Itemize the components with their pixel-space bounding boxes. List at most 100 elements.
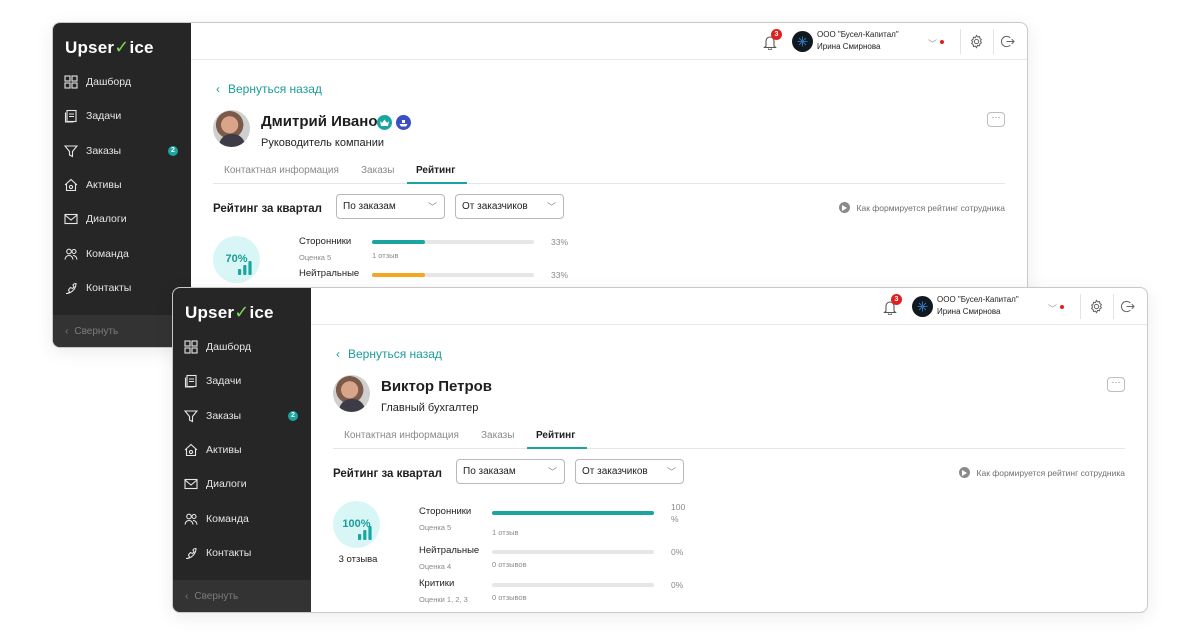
collapse-sidebar-button[interactable]: ‹ Свернуть [53, 315, 191, 347]
sidebar-item-label: Дашборд [206, 341, 251, 354]
orders-icon [184, 409, 198, 423]
category-reviews: 0 отзывов [492, 593, 527, 602]
org-avatar[interactable] [792, 31, 813, 52]
tab-contact-info[interactable]: Контактная информация [224, 165, 339, 176]
sidebar-item-label: Заказы [86, 144, 122, 157]
sidebar-item-tasks[interactable]: Задачи [173, 364, 311, 398]
topbar: 3 ООО "Бусел-Капитал" Ирина Смирнова ﹀ [311, 288, 1147, 325]
sidebar-item-label: Контакты [206, 546, 252, 559]
bars-icon [238, 261, 252, 275]
how-rating-label: Как формируется рейтинг сотрудника [856, 202, 1005, 213]
mail-icon [64, 212, 78, 226]
avatar [333, 375, 370, 412]
category-sub: Оценки 1, 2, 3 [419, 595, 468, 604]
back-link[interactable]: ‹ Вернуться назад [216, 82, 322, 96]
back-link[interactable]: ‹ Вернуться назад [336, 347, 442, 361]
select-value: По заказам [463, 466, 516, 477]
sidebar-item-contacts[interactable]: Контакты [53, 271, 191, 305]
rating-score: 100% [342, 518, 371, 530]
team-icon [184, 512, 198, 526]
category-bar [492, 583, 654, 587]
team-icon [64, 247, 78, 261]
more-options-button[interactable]: ··· [1107, 377, 1125, 392]
org-avatar[interactable] [912, 296, 933, 317]
status-dot [940, 40, 944, 44]
company-name: ООО "Бусел-Капитал" [937, 295, 1019, 304]
tasks-icon [64, 109, 78, 123]
how-rating-works-link[interactable]: Как формируется рейтинг сотрудника [838, 202, 1005, 213]
category-pct: 0% [671, 580, 684, 590]
user-name: Ирина Смирнова [817, 42, 881, 51]
person-name: Виктор Петров [381, 378, 493, 395]
rating-gauge: 70% [213, 236, 260, 283]
app-logo[interactable]: Upser✓ice [65, 37, 154, 57]
logout-icon[interactable] [1000, 34, 1015, 49]
sidebar-item-dashboard[interactable]: Дашборд [173, 330, 311, 364]
chevron-down-icon[interactable]: ﹀ [927, 39, 937, 49]
user-name: Ирина Смирнова [937, 307, 1001, 316]
gear-icon[interactable] [1089, 299, 1104, 314]
divider [1113, 294, 1114, 319]
tab-orders[interactable]: Заказы [481, 430, 515, 441]
avatar [213, 110, 250, 147]
sidebar: Upser✓ice Дашборд Задачи Заказы 2 Активы [53, 23, 191, 347]
collapse-sidebar-button[interactable]: ‹ Свернуть [173, 580, 311, 612]
rating-source-select[interactable]: От заказчиков ﹀ [455, 194, 564, 219]
play-icon [838, 202, 850, 213]
category-label: Сторонники [419, 506, 472, 517]
sidebar: Upser✓ice Дашборд Задачи Заказы 2 Активы [173, 288, 311, 612]
rating-source-select[interactable]: От заказчиков ﹀ [575, 459, 684, 484]
sidebar-item-tasks[interactable]: Задачи [53, 99, 191, 133]
bars-icon [358, 526, 372, 540]
gear-icon[interactable] [969, 34, 984, 49]
sidebar-item-label: Диалоги [86, 213, 127, 226]
tab-rating[interactable]: Рейтинг [536, 430, 576, 441]
back-label: Вернуться назад [228, 82, 322, 96]
sidebar-item-dialogs[interactable]: Диалоги [53, 202, 191, 236]
app-window-front: Upser✓ice Дашборд Задачи Заказы 2 Активы [172, 287, 1148, 613]
category-pct: 33% [551, 270, 569, 280]
org-switcher[interactable]: ООО "Бусел-Капитал" Ирина Смирнова [817, 29, 905, 53]
category-bar [492, 511, 654, 515]
sidebar-item-contacts[interactable]: Контакты [173, 536, 311, 570]
rating-type-select[interactable]: По заказам ﹀ [456, 459, 565, 484]
sidebar-item-label: Активы [86, 179, 122, 192]
tab-rating[interactable]: Рейтинг [416, 165, 456, 176]
tab-orders[interactable]: Заказы [361, 165, 395, 176]
sidebar-item-label: Задачи [86, 110, 122, 123]
category-bar [372, 240, 534, 244]
company-name: ООО "Бусел-Капитал" [817, 30, 899, 39]
dashboard-icon [184, 340, 198, 354]
reviews-total: 3 отзыва [338, 554, 378, 565]
chevron-down-icon[interactable]: ﹀ [1047, 304, 1057, 314]
org-switcher[interactable]: ООО "Бусел-Капитал" Ирина Смирнова [937, 294, 1025, 318]
category-reviews: 0 отзывов [492, 560, 527, 569]
status-dot [1060, 305, 1064, 309]
sidebar-item-label: Заказы [206, 409, 242, 422]
category-pct: 0% [671, 547, 684, 557]
logout-icon[interactable] [1120, 299, 1135, 314]
person-role: Главный бухгалтер [381, 402, 479, 414]
more-options-button[interactable]: ··· [987, 112, 1005, 127]
sidebar-item-orders[interactable]: Заказы 2 [53, 134, 191, 168]
sidebar-item-team[interactable]: Команда [53, 236, 191, 270]
tab-contact-info[interactable]: Контактная информация [344, 430, 459, 441]
sidebar-item-team[interactable]: Команда [173, 501, 311, 535]
sidebar-item-assets[interactable]: Активы [173, 433, 311, 467]
app-logo[interactable]: Upser✓ice [185, 302, 274, 322]
notification-badge: 3 [771, 29, 782, 40]
how-rating-works-link[interactable]: Как формируется рейтинг сотрудника [958, 467, 1125, 478]
sidebar-item-assets[interactable]: Активы [53, 168, 191, 202]
rating-title: Рейтинг за квартал [333, 468, 442, 480]
chevron-down-icon: ﹀ [666, 467, 676, 477]
sidebar-item-orders[interactable]: Заказы 2 [173, 399, 311, 433]
tasks-icon [184, 374, 198, 388]
sidebar-item-dashboard[interactable]: Дашборд [53, 65, 191, 99]
active-tab-indicator [527, 447, 587, 449]
rating-type-select[interactable]: По заказам ﹀ [336, 194, 445, 219]
sidebar-item-dialogs[interactable]: Диалоги [173, 467, 311, 501]
divider [960, 29, 961, 54]
select-value: От заказчиков [582, 466, 648, 477]
category-label: Сторонники [299, 236, 352, 247]
ship-badge-icon [396, 115, 411, 130]
